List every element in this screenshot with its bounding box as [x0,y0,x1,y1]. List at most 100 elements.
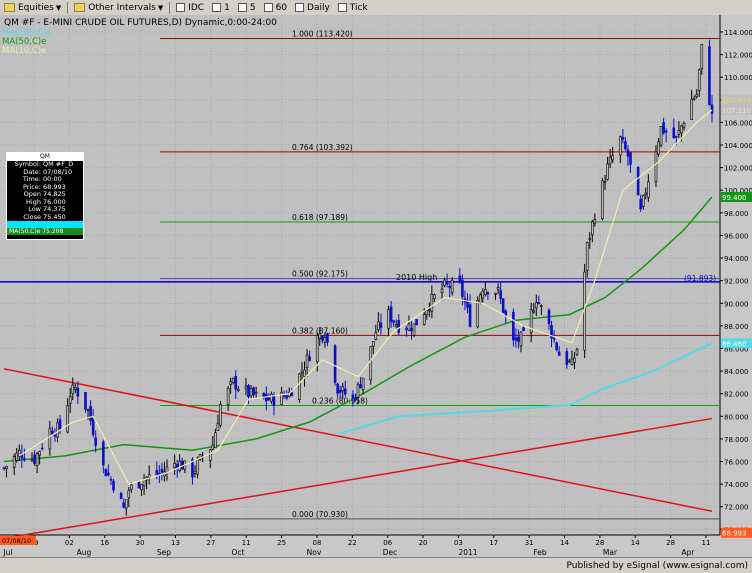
interval-5-button[interactable]: 5 [234,0,260,15]
data-row: Low 74.375 [7,205,83,214]
candle-body [697,69,701,91]
candle-body [231,377,235,383]
candle-body [448,285,451,289]
interval-idc-button[interactable]: IDC [172,0,208,15]
data-window[interactable]: QM Symbol: QM #F_D Date: 07/08/10 Time: 00:… [6,152,84,240]
data-row: Time: 00:00 [7,175,83,184]
candle-body [692,97,696,100]
folder-icon [4,3,15,12]
candle-body [38,451,41,456]
candle-body [430,294,434,312]
trendline [3,417,713,540]
candle-body [517,336,520,342]
y-tick-label: 74.000 [724,481,749,489]
interval-tick-label: Tick [349,2,368,13]
candle-body [397,320,401,333]
candle-body [178,460,182,472]
chart-svg[interactable]: 1.000 (113.420) 0.764 (103.392) 0.618 (97.… [0,15,752,557]
other-intervals-menu[interactable]: Other Intervals ▼ [70,0,167,15]
candle-body [606,163,609,180]
x-tick-label: 03 [454,539,463,547]
candle-body [641,195,645,207]
candle-body [570,358,574,366]
candle-body [191,459,194,478]
candle-body [682,123,686,128]
fib-level-label: 0.764 (103.392) [292,143,353,152]
candle-body [588,238,592,240]
data-row: High 76.000 [7,198,83,207]
data-key: Price: [22,182,41,191]
candle-body [540,305,543,308]
price-top-tag-box [721,95,752,106]
gridlines [0,15,720,535]
candle-body [639,199,642,210]
x-month-label: Nov [307,548,322,557]
candle-body [415,318,418,326]
y-tick-label: 114.000 [724,29,752,37]
candle-body [229,381,232,385]
x-axis-panel [0,535,720,557]
candle-body [557,351,561,356]
candle-body [244,385,248,389]
candle-body [211,444,215,450]
candle-body [160,468,164,473]
ma50-tag: 99.400 [722,194,747,202]
x-tick-label: 11 [702,539,711,547]
publisher-credit: Published by eSignal (www.esignal.com) [566,560,748,571]
data-row: Close 75.450 [7,212,83,222]
candle-body [254,391,258,394]
candle-body [315,335,319,363]
interval-daily-button[interactable]: Daily [291,0,334,15]
y-tick-label: 90.000 [724,300,749,308]
data-key: Close [23,212,41,221]
interval-tick-button[interactable]: Tick [334,0,372,15]
interval-60-button[interactable]: 60 [260,0,291,15]
candle-body [326,333,329,343]
candle-body [280,391,283,405]
equities-menu[interactable]: Equities ▼ [0,0,65,15]
y-tick-label: 92.000 [724,278,749,286]
data-row: Price: 68.993 [7,182,83,192]
x-month-label: Feb [533,548,547,557]
price-chart[interactable]: 1.000 (113.420) 0.764 (103.392) 0.618 (97.… [0,15,752,557]
candle-body [552,337,556,340]
candle-body [104,468,108,477]
candle-body [392,320,395,323]
candle-body [119,493,123,500]
candle-body [109,478,113,481]
x-month-label: Jul [2,548,12,557]
candle-body [565,351,569,365]
candle-body [12,456,16,468]
x-tick-label: 14 [631,539,640,547]
y-tick-label: 112.000 [724,52,752,60]
y-tick-label: 94.000 [724,255,749,263]
ma100-label: MA(100,C)e [2,28,52,38]
candle-body [321,335,324,341]
y-tick-label: 82.000 [724,391,749,399]
candle-body [593,218,597,224]
candle-body [529,309,533,334]
candle-body [173,463,176,468]
y-tick-label: 88.000 [724,323,749,331]
trendline [3,368,713,512]
candle-body [341,386,345,392]
candle-body [504,310,508,316]
interval-1-button[interactable]: 1 [208,0,234,15]
candle-body [501,298,505,313]
candle-body [654,151,658,182]
candle-body [428,309,431,311]
candle-body [695,94,699,97]
candle-body [659,126,663,146]
ma50-path [3,196,713,463]
candle-body [267,397,271,401]
data-key: Time: [22,175,41,183]
ma100-tag-box [721,338,752,349]
fib-level-label: 1.000 (113.420) [292,30,353,39]
y-tick-label: 96.000 [724,232,749,240]
candle-body [440,288,444,293]
ma10-path [18,109,713,485]
y-tick-label: 104.000 [724,142,752,150]
toolbar-divider [67,1,69,14]
x-tick-label: 31 [525,539,534,547]
candle-body [708,46,711,105]
